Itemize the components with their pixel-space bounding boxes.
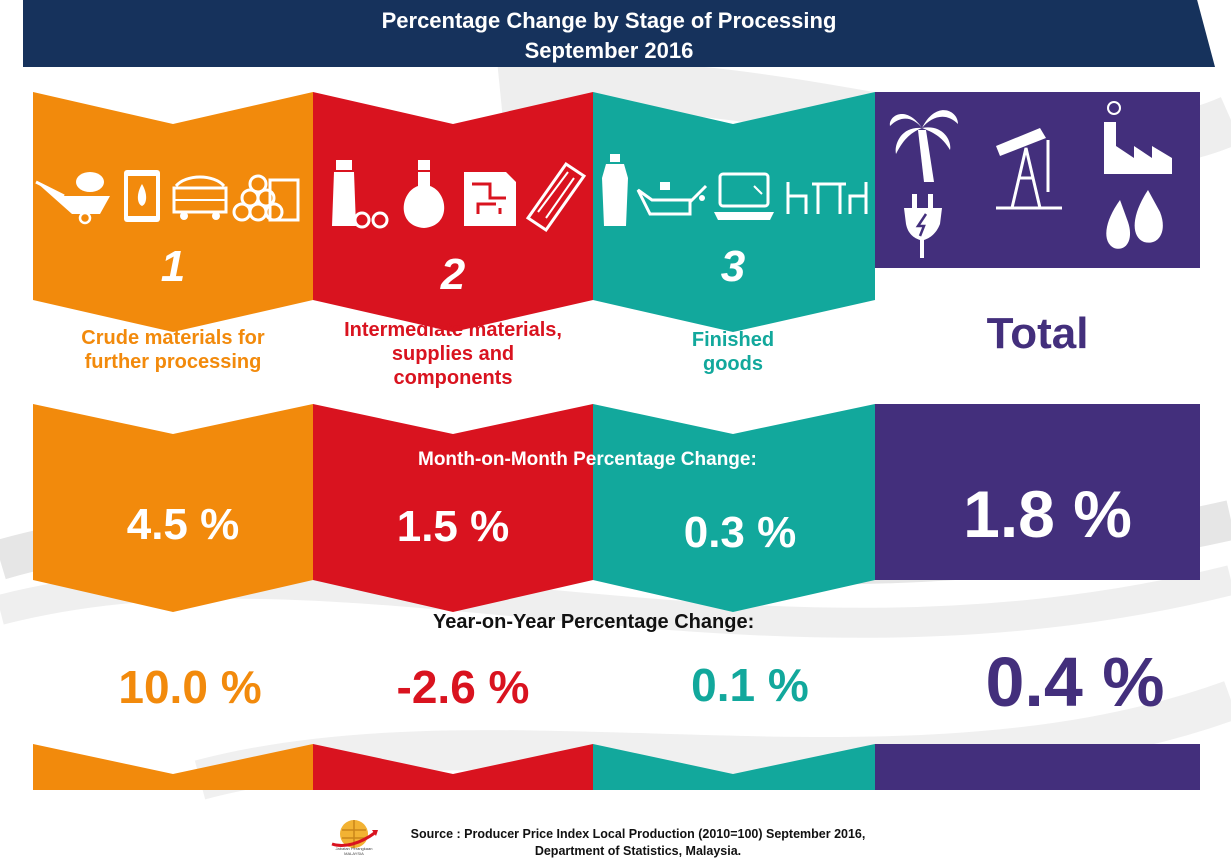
source-line-1: Source : Producer Price Index Local Prod…	[410, 827, 866, 841]
yoy-heading: Year-on-Year Percentage Change:	[433, 611, 755, 633]
total-mom-value: 1.8 %	[963, 477, 1132, 551]
intermediate-mom-value: 1.5 %	[396, 502, 510, 551]
intermediate-yoy-value: -2.6 %	[396, 661, 530, 713]
crude-label: Crude materials for further processing	[33, 326, 313, 374]
oil-pump-icon	[996, 128, 1062, 210]
total-label: Total	[986, 309, 1089, 358]
laptop-icon	[714, 172, 774, 220]
electric-plug-icon	[904, 194, 942, 258]
oil-can-icon	[636, 182, 708, 216]
dosm-logo	[331, 820, 378, 848]
furniture-icon	[786, 182, 868, 214]
intermediate-top-panel	[313, 92, 593, 332]
logo-text: Jabatan Perangkaan MALAYSIA	[335, 846, 373, 856]
intermediate-bottom-strip	[313, 744, 593, 790]
title-line-2: September 2016	[524, 38, 694, 63]
stage-number-3: 3	[720, 242, 746, 291]
stage-number-1: 1	[160, 242, 186, 291]
crude-mom-panel	[33, 404, 313, 612]
mine-cart-icon	[172, 175, 228, 220]
oil-bottle-icon	[602, 154, 628, 226]
intermediate-label: Intermediate materials, supplies and com…	[313, 318, 593, 390]
factory-icon	[1104, 101, 1172, 174]
crude-yoy-value: 10.0 %	[118, 661, 262, 713]
total-mom-panel	[875, 404, 1200, 580]
intermediate-label-line-3: components	[393, 367, 513, 389]
title-line-1: Percentage Change by Stage of Processing	[381, 8, 837, 33]
finished-mom-value: 0.3 %	[683, 508, 797, 557]
finished-label-line-1: Finished	[691, 329, 775, 351]
oil-drops-icon	[1106, 190, 1163, 249]
finished-bottom-strip	[593, 744, 875, 790]
finished-label: Finished goods	[593, 328, 873, 376]
palm-tree-icon	[889, 110, 958, 182]
total-bottom-strip	[875, 744, 1200, 790]
intermediate-label-line-2: supplies and	[391, 343, 515, 365]
bottle-icon	[332, 160, 389, 229]
title-banner: Percentage Change by Stage of Processing…	[23, 0, 1215, 67]
stage-number-2: 2	[440, 250, 466, 299]
mom-heading: Month-on-Month Percentage Change:	[418, 449, 757, 470]
finished-yoy-value: 0.1 %	[691, 659, 809, 711]
source-note: Source : Producer Price Index Local Prod…	[388, 826, 888, 860]
logs-icon	[232, 174, 300, 222]
finished-mom-panel	[593, 404, 875, 612]
crude-label-line-2: further processing	[84, 351, 262, 373]
source-line-2: Department of Statistics, Malaysia.	[534, 844, 742, 858]
total-yoy-value: 0.4 %	[985, 643, 1165, 721]
circuit-board-icon	[464, 172, 516, 226]
wood-plank-icon	[525, 161, 587, 233]
intermediate-label-line-1: Intermediate materials,	[344, 319, 562, 341]
oil-barrel-icon	[124, 170, 160, 222]
flask-icon	[403, 160, 445, 228]
crude-bottom-strip	[33, 744, 313, 790]
finished-label-line-2: goods	[703, 353, 763, 375]
wheelbarrow-icon	[35, 172, 110, 225]
intermediate-mom-panel	[313, 404, 593, 612]
crude-label-line-1: Crude materials for	[81, 327, 265, 349]
crude-mom-value: 4.5 %	[126, 500, 240, 549]
